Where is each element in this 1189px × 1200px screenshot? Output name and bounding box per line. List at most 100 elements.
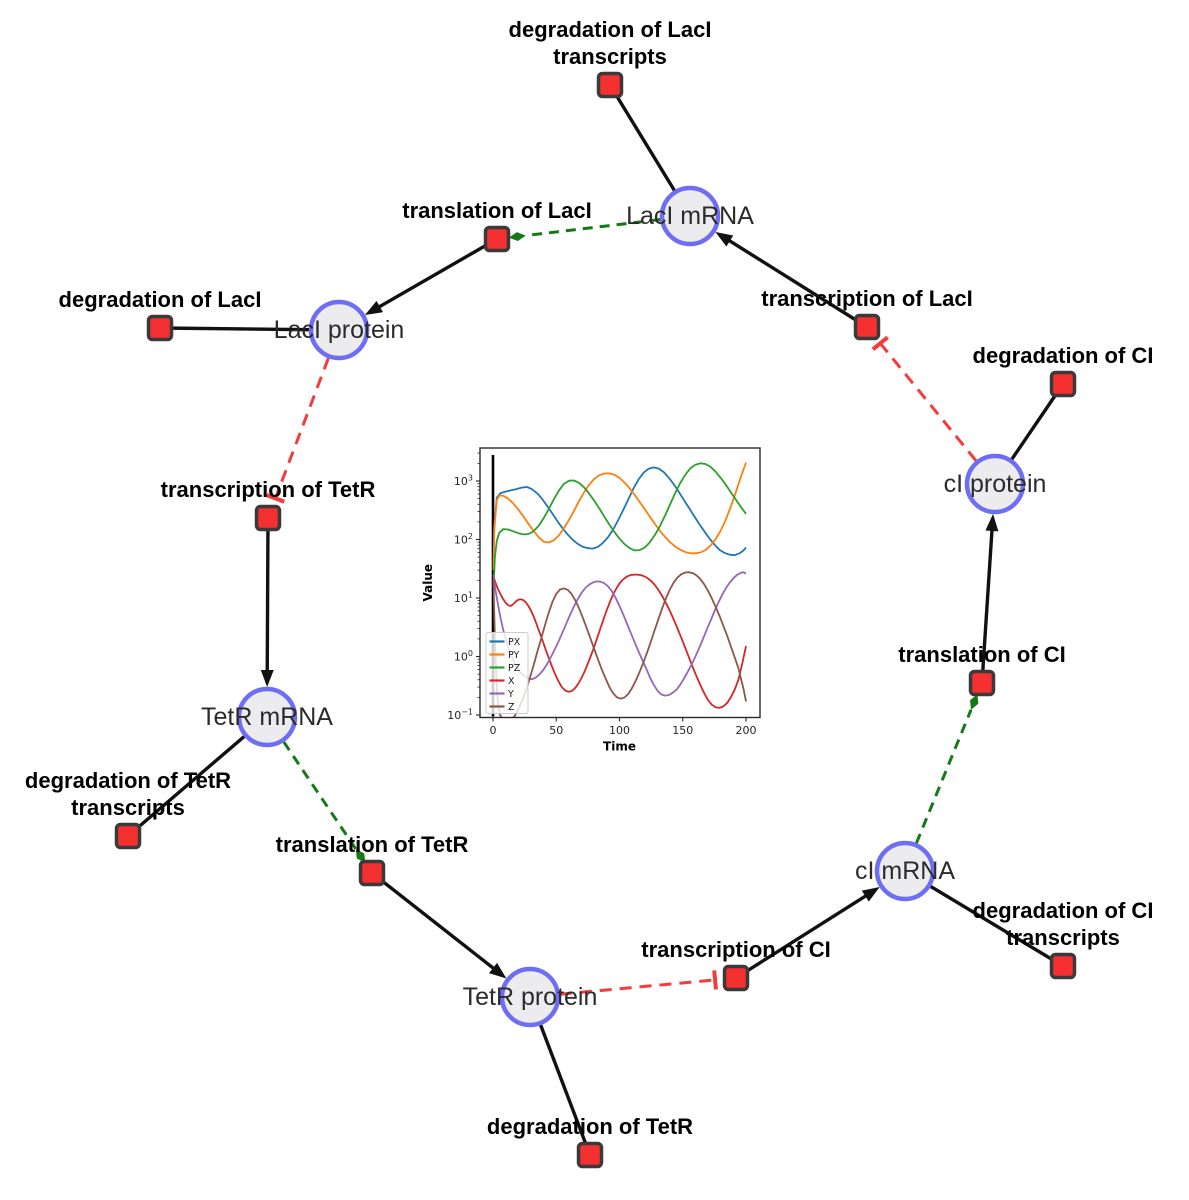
edge-inhibition-lacI_protein--transc_tetR <box>265 357 330 504</box>
legend-label-PX: PX <box>508 637 521 648</box>
arrowhead <box>715 231 734 247</box>
reaction-label-deg_tetR_transcripts-line1: transcripts <box>71 795 185 820</box>
legend-label-Y: Y <box>507 689 514 700</box>
series-PY-curve <box>492 462 747 571</box>
species-node-cI_mRNA <box>874 840 936 902</box>
production-line <box>725 237 868 329</box>
modifier-dashed-line <box>525 218 661 238</box>
reaction-transl_tetR: translation of TetR <box>276 832 469 887</box>
reaction-label-transl_tetR-line0: translation of TetR <box>276 832 469 857</box>
edge-production-transc_lacI--lacI_mRNA <box>715 231 868 329</box>
production-line <box>735 892 870 980</box>
reaction-deg_tetR: degradation of TetR <box>487 1114 693 1169</box>
arrowhead <box>260 669 274 688</box>
series-PX-curve <box>492 466 747 567</box>
edge-consumption-cI_mRNA--deg_cI_transcripts <box>904 869 1064 968</box>
reaction-node-transl_cI <box>968 669 996 697</box>
chart-legend: PX PY PZ XYZ <box>485 632 529 714</box>
production-line <box>265 517 270 675</box>
y-tick-label: 103 <box>454 474 473 489</box>
y-axis-ticks: 10−1 100 101 102 103 <box>447 452 480 723</box>
edge-production-transl_lacI--lacI_protein <box>364 237 498 316</box>
inhibition-dashed-line <box>879 342 978 462</box>
arrowhead <box>985 513 999 532</box>
inhibition-tbar <box>265 493 286 504</box>
x-axis-ticks: 0 50 100 150 200 <box>490 717 757 737</box>
reaction-label-transc_cI-line0: transcription of CI <box>641 937 830 962</box>
x-tick-label: 50 <box>549 724 563 737</box>
species-label-lacI_mRNA: LacI mRNA <box>626 202 754 230</box>
species-lacI_protein: LacI protein <box>274 299 404 361</box>
reaction-node-deg_cI_transcripts <box>1049 952 1077 980</box>
species-node-lacI_mRNA <box>659 185 721 247</box>
edge-modifier-lacI_mRNA--transl_lacI <box>508 218 661 242</box>
reaction-label-deg_tetR-line0: degradation of TetR <box>487 1114 693 1139</box>
legend-label-X: X <box>508 676 515 687</box>
legend-label-Z: Z <box>508 702 515 713</box>
x-axis-label: Time <box>603 740 636 754</box>
reaction-node-transc_cI <box>722 964 750 992</box>
legend-box <box>485 632 529 714</box>
species-node-lacI_protein <box>308 299 370 361</box>
reaction-node-deg_tetR <box>576 1141 604 1169</box>
modifier-dashed-line <box>282 741 358 850</box>
x-tick-label: 150 <box>672 724 693 737</box>
reaction-layer: degradation of LacItranscriptstranslatio… <box>25 17 1153 1169</box>
modifier-dashed-line <box>914 709 973 844</box>
reaction-transc_tetR: transcription of TetR <box>161 477 376 532</box>
reaction-transl_lacI: translation of LacI <box>402 198 592 253</box>
reaction-label-deg_lacI-line0: degradation of LacI <box>59 287 262 312</box>
species-label-cI_mRNA: cI mRNA <box>855 857 955 885</box>
reaction-node-transc_tetR <box>254 504 282 532</box>
reaction-transc_lacI: transcription of LacI <box>761 286 973 341</box>
arrowhead <box>861 887 880 902</box>
species-node-tetR_protein <box>499 966 561 1028</box>
x-tick-label: 200 <box>736 724 757 737</box>
species-cI_mRNA: cI mRNA <box>855 840 955 902</box>
edge-consumption-tetR_mRNA--deg_tetR_transcripts <box>126 715 269 838</box>
edge-production-transc_cI--cI_mRNA <box>735 887 880 980</box>
reaction-deg_lacI: degradation of LacI <box>59 287 262 342</box>
inhibition-tbar <box>712 970 718 990</box>
modifier-diamond-head <box>355 848 366 864</box>
y-tick-label: 101 <box>454 591 473 606</box>
edge-layer <box>126 84 1065 1156</box>
production-line <box>375 237 498 311</box>
reaction-node-deg_lacI_transcripts <box>596 71 624 99</box>
reaction-label-transl_cI-line0: translation of CI <box>898 642 1065 667</box>
species-cI_protein: cI protein <box>944 453 1046 515</box>
reaction-label-deg_lacI_transcripts-line1: transcripts <box>553 44 667 69</box>
species-layer: LacI mRNA LacI protein TetR mRNA TetR prote… <box>201 185 1046 1028</box>
y-axis-label: Value <box>421 564 435 602</box>
reaction-label-transc_tetR-line0: transcription of TetR <box>161 477 376 502</box>
species-label-tetR_mRNA: TetR mRNA <box>201 703 333 731</box>
chart-series <box>492 462 747 718</box>
arrowhead <box>489 962 507 979</box>
species-node-tetR_mRNA <box>236 686 298 748</box>
consumption-line <box>904 869 1064 968</box>
y-tick-label: 10−1 <box>447 708 473 723</box>
edge-modifier-cI_mRNA--transl_cI <box>914 694 979 844</box>
species-node-cI_protein <box>964 453 1026 515</box>
inhibition-tbar <box>871 335 889 351</box>
inhibition-dashed-line <box>274 357 330 499</box>
edge-production-transl_cI--cI_protein <box>980 513 999 684</box>
reaction-node-deg_lacI <box>146 314 174 342</box>
reaction-node-deg_tetR_transcripts <box>114 822 142 850</box>
reaction-node-transl_lacI <box>483 225 511 253</box>
modifier-diamond-head <box>508 232 526 242</box>
edge-inhibition-cI_protein--transc_lacI <box>871 335 978 462</box>
edge-production-transc_tetR--tetR_mRNA <box>260 517 274 688</box>
reaction-label-transl_lacI-line0: translation of LacI <box>402 198 591 223</box>
species-tetR_mRNA: TetR mRNA <box>201 686 333 748</box>
reaction-label-transc_lacI-line0: transcription of LacI <box>761 286 972 311</box>
y-tick-label: 100 <box>454 649 473 664</box>
reaction-transl_cI: translation of CI <box>898 642 1066 697</box>
arrowhead <box>364 300 383 316</box>
reaction-node-transc_lacI <box>853 313 881 341</box>
consumption-line <box>126 715 269 838</box>
